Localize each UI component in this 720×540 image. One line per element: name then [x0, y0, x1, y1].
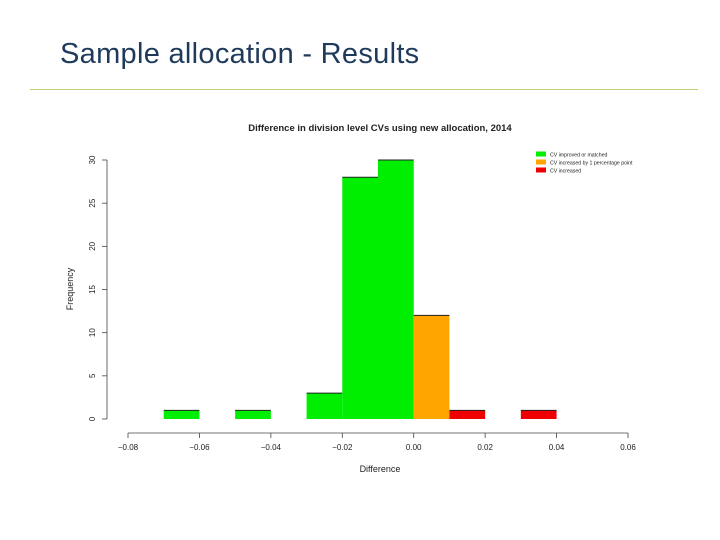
y-tick-label: 25: [88, 198, 97, 207]
x-axis-label: Difference: [360, 464, 401, 474]
x-tick-label: 0.06: [620, 443, 636, 452]
y-tick-label: 0: [88, 416, 97, 421]
chart-bars: [163, 159, 557, 419]
histogram-bar: [163, 410, 200, 419]
x-tick-label: 0.00: [406, 443, 422, 452]
x-tick-label: −0.02: [332, 443, 353, 452]
histogram-bar: [306, 393, 343, 419]
y-tick-label: 15: [88, 285, 97, 294]
x-tick-label: −0.08: [118, 443, 139, 452]
x-tick-label: 0.04: [549, 443, 565, 452]
y-axis-label: Frequency: [65, 267, 75, 310]
chart-axes: −0.08 −0.06 −0.04 −0.02 0.00 0.02 0.04 0.06 0 5 10…: [88, 155, 636, 452]
histogram-bar: [235, 410, 271, 419]
chart-legend: CV improved or matched CV increased by 1 …: [536, 151, 633, 175]
x-tick-label: 0.02: [477, 443, 493, 452]
legend-swatch: [536, 151, 546, 157]
x-tick-label: −0.06: [189, 443, 210, 452]
legend-swatch: [536, 159, 546, 165]
histogram-bar: [413, 315, 450, 419]
y-tick-label: 10: [88, 328, 97, 337]
legend-label: CV improved or matched: [550, 153, 607, 159]
y-tick-label: 5: [88, 373, 97, 378]
legend-label: CV increased by 1 percentage point: [550, 161, 633, 167]
title-divider: [30, 89, 698, 90]
y-tick-label: 20: [88, 241, 97, 250]
histogram-bar: [378, 160, 414, 419]
histogram-bar: [520, 410, 557, 419]
legend-swatch: [536, 167, 546, 173]
slide-title: Sample allocation - Results: [60, 38, 420, 70]
chart-title: Difference in division level CVs using n…: [248, 123, 512, 134]
legend-label: CV increased: [550, 169, 581, 175]
histogram-bar: [342, 177, 378, 419]
y-tick-label: 30: [88, 155, 97, 164]
histogram-bar: [449, 410, 486, 419]
x-tick-label: −0.04: [261, 443, 282, 452]
